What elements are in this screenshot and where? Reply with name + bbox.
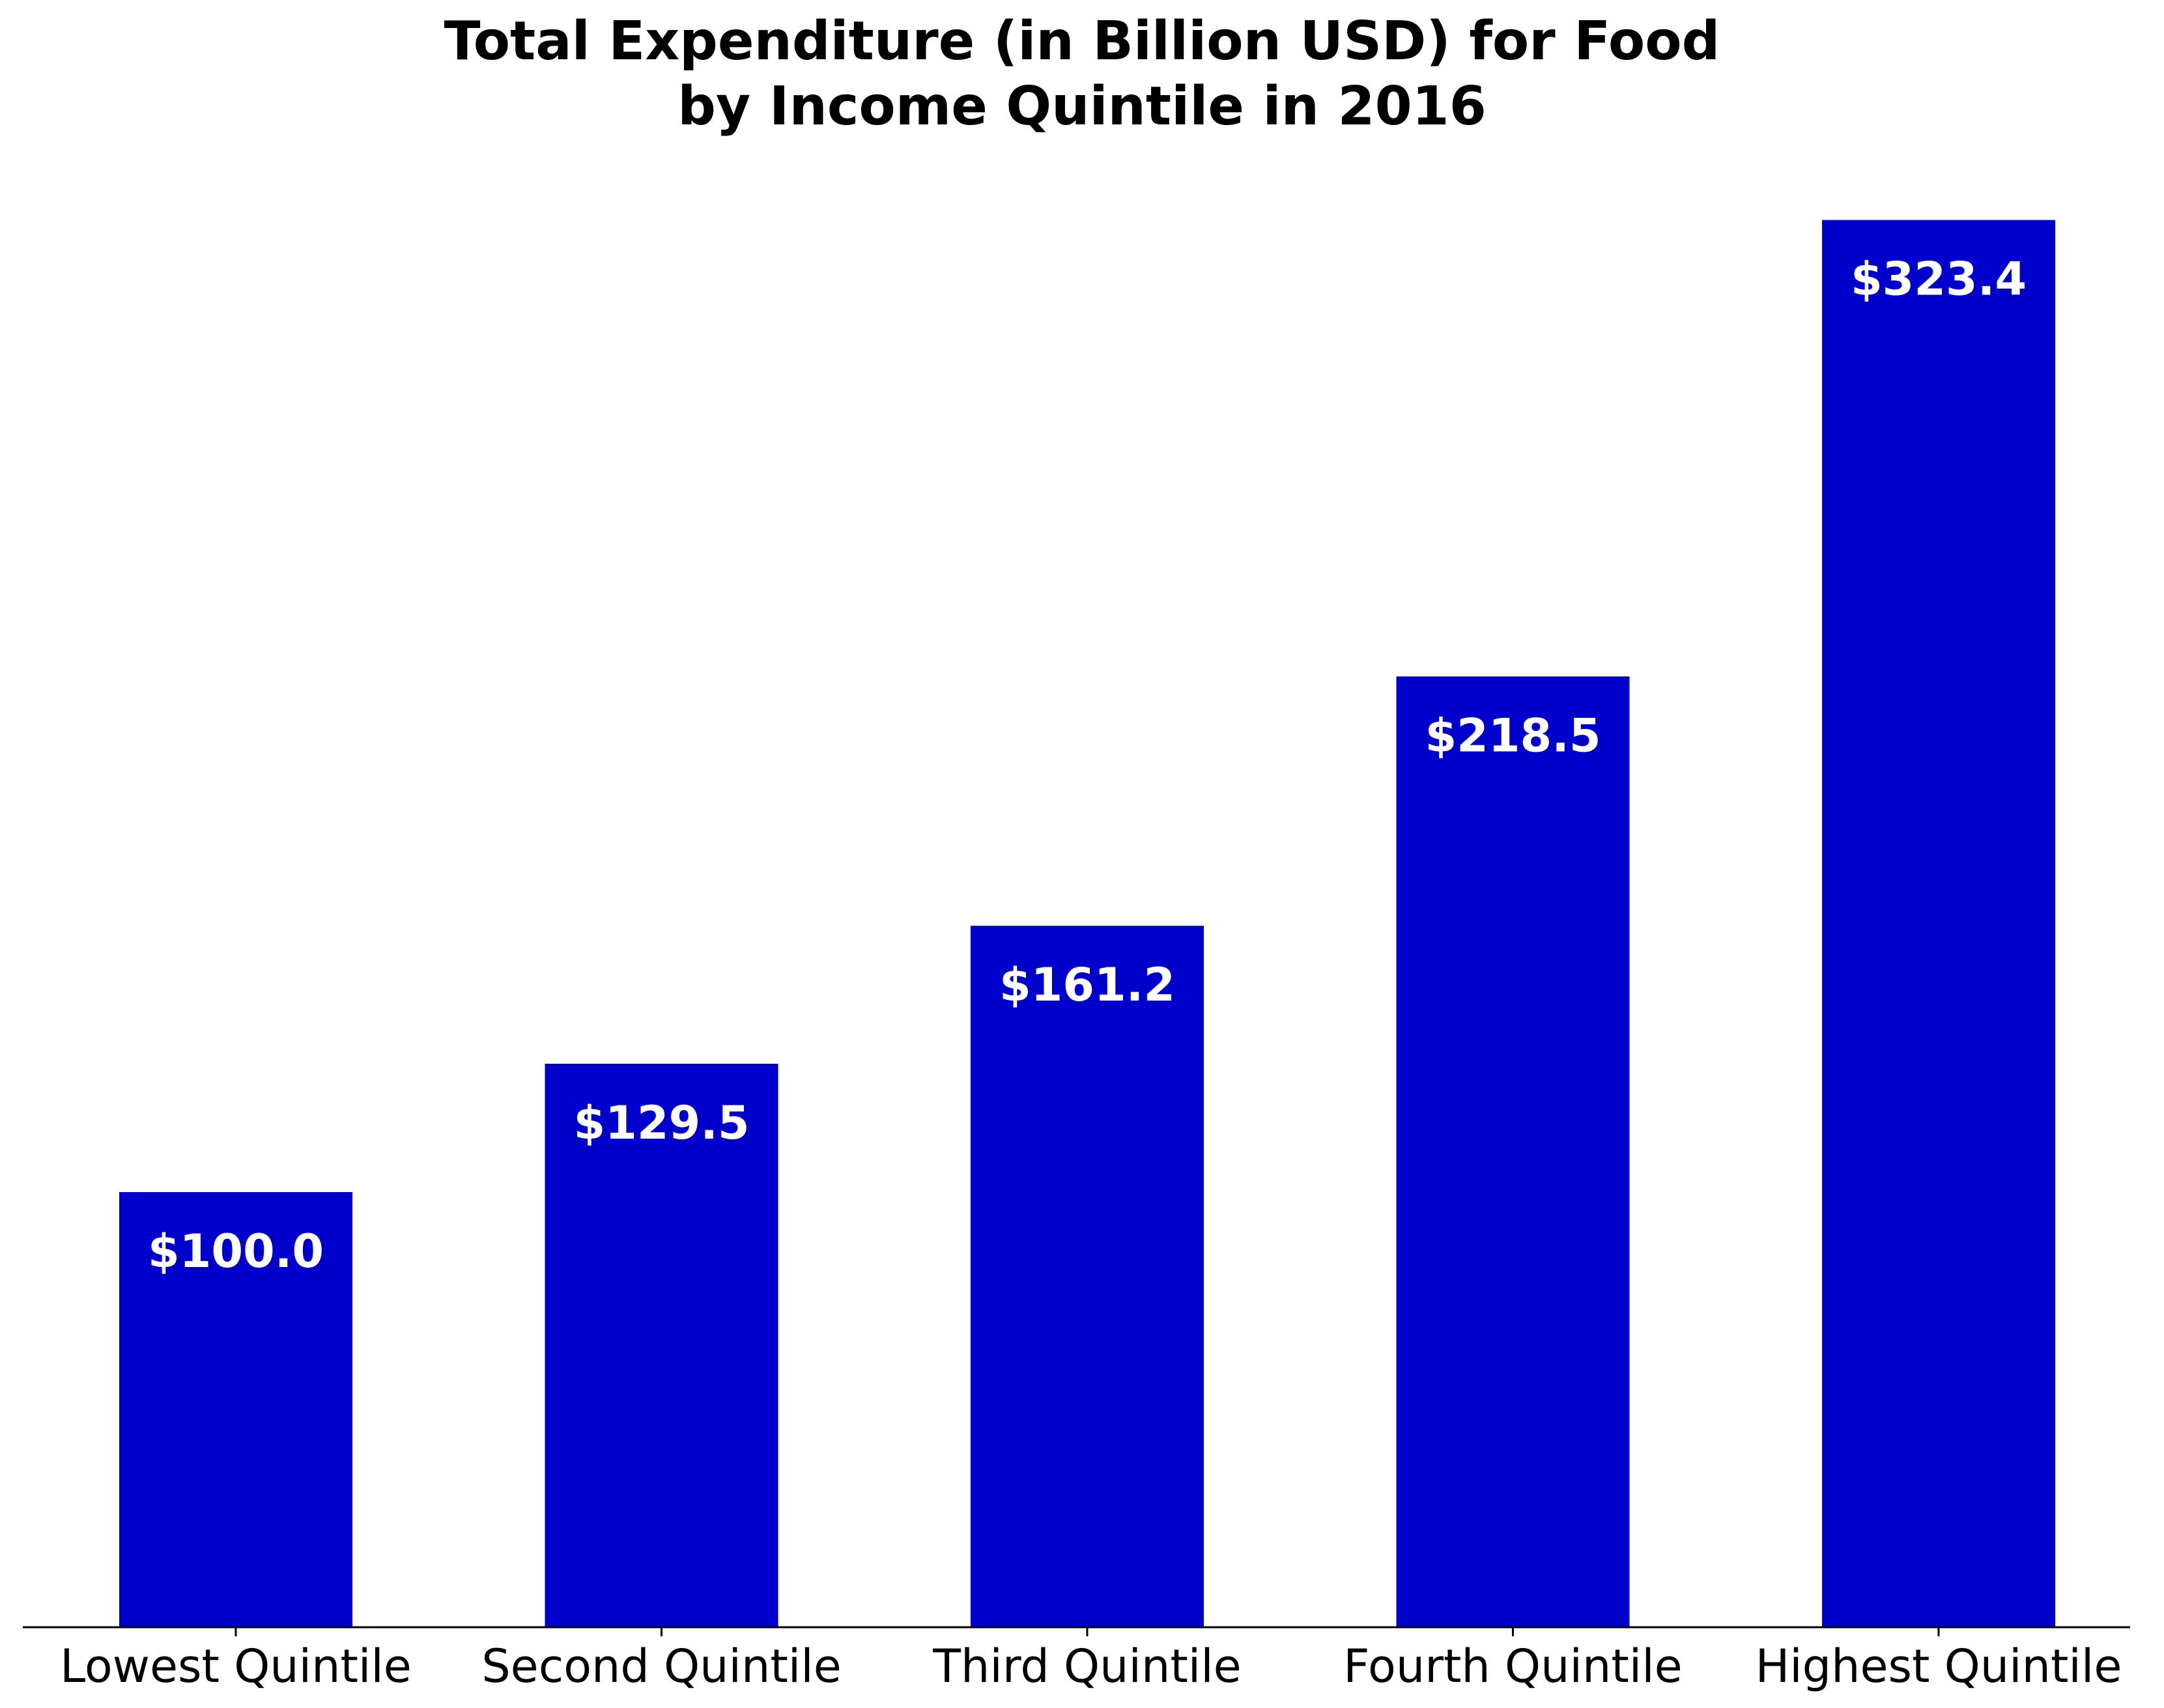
data-label: $100.0 xyxy=(148,1225,324,1278)
data-label: $129.5 xyxy=(573,1096,749,1150)
bar-lowest-quintile xyxy=(119,1192,352,1627)
chart-title-line-2: by Income Quintile in 2016 xyxy=(677,76,1487,137)
x-tick-label: Third Quintile xyxy=(932,1640,1242,1693)
x-axis: Lowest Quintile Second Quintile Third Quin… xyxy=(23,1626,2130,1693)
data-label: $323.4 xyxy=(1851,253,2027,306)
bar-fourth-quintile xyxy=(1396,676,1630,1627)
data-label: $161.2 xyxy=(999,958,1175,1012)
x-tick-label: Fourth Quintile xyxy=(1343,1640,1683,1693)
bar-third-quintile xyxy=(971,926,1204,1627)
bar-highest-quintile xyxy=(1822,220,2055,1627)
data-label: $218.5 xyxy=(1425,709,1601,762)
chart-title-line-1: Total Expenditure (in Billion USD) for F… xyxy=(444,10,1720,72)
chart-title: Total Expenditure (in Billion USD) for F… xyxy=(0,9,2164,139)
x-tick-label: Highest Quintile xyxy=(1756,1640,2122,1693)
x-tick-label: Second Quintile xyxy=(481,1640,842,1693)
bar-second-quintile xyxy=(545,1063,778,1627)
bars-layer: $100.0 $129.5 $161.2 $218.5 $323.4 xyxy=(119,220,2055,1627)
x-tick-label: Lowest Quintile xyxy=(60,1640,412,1693)
